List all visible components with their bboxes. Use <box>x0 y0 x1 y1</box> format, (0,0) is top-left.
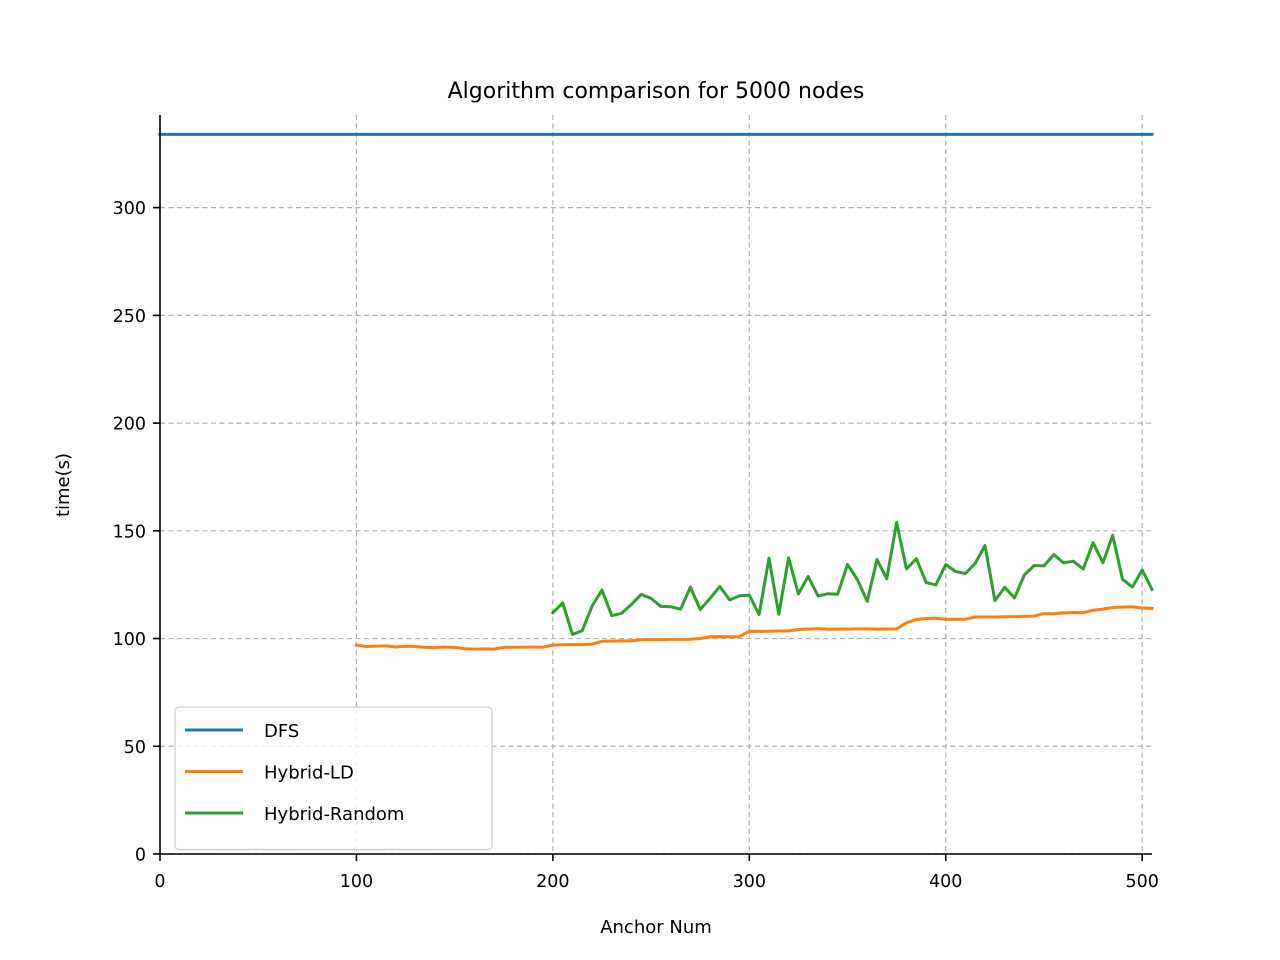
legend-entry-label: DFS <box>264 721 299 742</box>
y-tick-label: 150 <box>113 522 146 542</box>
legend: DFS Hybrid-LD Hybrid-Random <box>174 706 493 851</box>
axes-spines <box>159 115 1152 855</box>
x-tick-label: 100 <box>340 872 373 892</box>
x-tick-label: 500 <box>1125 872 1158 892</box>
series-line-hybrid-random <box>550 520 1155 636</box>
y-tick-label: 300 <box>113 199 146 219</box>
y-tick-label: 250 <box>113 307 146 327</box>
y-tick-label: 0 <box>135 846 146 866</box>
chart-title: Algorithm comparison for 5000 nodes <box>448 79 865 104</box>
y-tick-label: 100 <box>113 630 146 650</box>
legend-entry-label: Hybrid-Random <box>264 804 404 825</box>
x-tick-label: 300 <box>733 872 766 892</box>
x-tick-label: 400 <box>929 872 962 892</box>
x-tick-label: 200 <box>536 872 569 892</box>
y-tick-label: 200 <box>113 415 146 435</box>
series-line-hybrid-ld <box>354 605 1154 651</box>
x-axis-label: Anchor Num <box>600 917 712 938</box>
axis-ticks: 0 100 200 300 400 500 0 50 100 150 200 250 300 <box>113 199 1159 892</box>
y-tick-label: 50 <box>124 738 146 758</box>
x-tick-label: 0 <box>154 872 165 892</box>
legend-entry-label: Hybrid-LD <box>264 763 354 784</box>
y-axis-label: time(s) <box>53 453 74 517</box>
series-layer <box>158 132 1155 651</box>
legend-box <box>174 706 493 851</box>
